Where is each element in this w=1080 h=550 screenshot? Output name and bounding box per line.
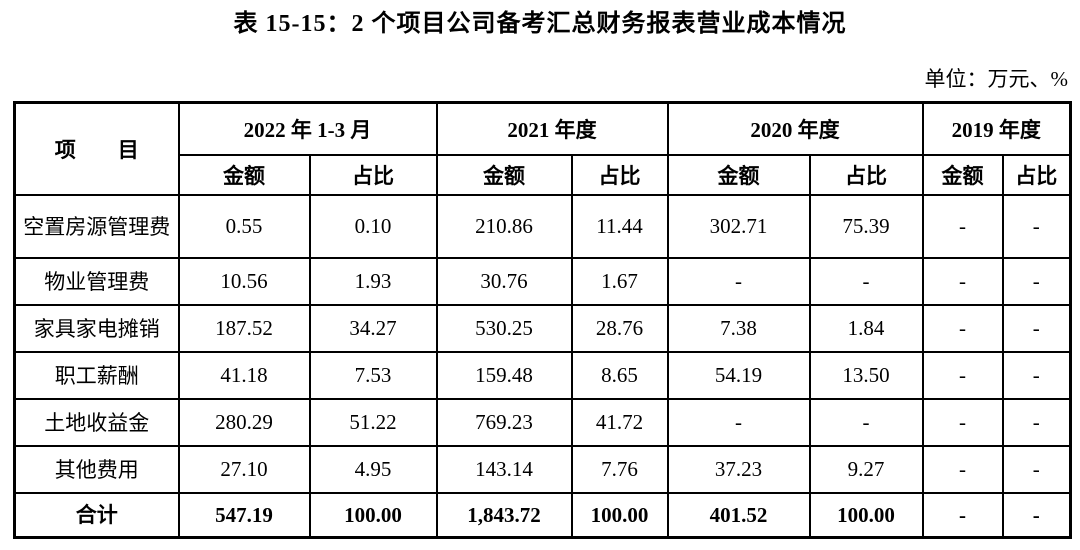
total-value-cell: 1,843.72 xyxy=(435,492,573,539)
value-cell: 30.76 xyxy=(435,257,573,307)
table-row: 职工薪酬 41.18 7.53 159.48 8.65 54.19 13.50 … xyxy=(13,351,1072,401)
value-cell: 280.29 xyxy=(177,398,311,448)
item-cell: 职工薪酬 xyxy=(13,351,180,401)
value-cell: 302.71 xyxy=(666,194,811,260)
table-total-row: 合计 547.19 100.00 1,843.72 100.00 401.52 … xyxy=(13,492,1072,539)
value-cell: - xyxy=(1001,194,1072,260)
value-cell: - xyxy=(1001,445,1072,495)
value-cell: - xyxy=(1001,351,1072,401)
value-cell: - xyxy=(921,445,1004,495)
total-item-cell: 合计 xyxy=(13,492,180,539)
table-row: 家具家电摊销 187.52 34.27 530.25 28.76 7.38 1.… xyxy=(13,304,1072,354)
value-cell: - xyxy=(921,194,1004,260)
total-value-cell: 100.00 xyxy=(308,492,438,539)
item-cell: 空置房源管理费 xyxy=(13,194,180,260)
total-value-cell: 547.19 xyxy=(177,492,311,539)
total-value-cell: - xyxy=(921,492,1004,539)
value-cell: 51.22 xyxy=(308,398,438,448)
value-cell: - xyxy=(808,257,924,307)
value-cell: - xyxy=(921,257,1004,307)
value-cell: - xyxy=(921,398,1004,448)
value-cell: 7.76 xyxy=(570,445,669,495)
value-cell: - xyxy=(666,257,811,307)
column-header-2022: 2022 年 1-3 月 xyxy=(177,101,438,157)
column-header-2020: 2020 年度 xyxy=(666,101,924,157)
total-value-cell: - xyxy=(1001,492,1072,539)
table-row: 物业管理费 10.56 1.93 30.76 1.67 - - - - xyxy=(13,257,1072,307)
operating-cost-table: 项 目 2022 年 1-3 月 2021 年度 2020 年度 2019 年度… xyxy=(13,100,1072,539)
value-cell: 1.67 xyxy=(570,257,669,307)
value-cell: 0.10 xyxy=(308,194,438,260)
value-cell: - xyxy=(1001,257,1072,307)
header-row-subcolumns: 金额 占比 金额 占比 金额 占比 金额 占比 xyxy=(15,154,1072,197)
total-value-cell: 100.00 xyxy=(570,492,669,539)
value-cell: - xyxy=(921,351,1004,401)
value-cell: 34.27 xyxy=(308,304,438,354)
value-cell: - xyxy=(1001,398,1072,448)
value-cell: 530.25 xyxy=(435,304,573,354)
subheader-amount-2021: 金额 xyxy=(435,154,573,197)
value-cell: 0.55 xyxy=(177,194,311,260)
value-cell: 8.65 xyxy=(570,351,669,401)
value-cell: 27.10 xyxy=(177,445,311,495)
value-cell: 143.14 xyxy=(435,445,573,495)
value-cell: 28.76 xyxy=(570,304,669,354)
header-row-periods: 项 目 2022 年 1-3 月 2021 年度 2020 年度 2019 年度 xyxy=(13,101,1072,197)
value-cell: 54.19 xyxy=(666,351,811,401)
value-cell: 4.95 xyxy=(308,445,438,495)
value-cell: 9.27 xyxy=(808,445,924,495)
subheader-amount-2020: 金额 xyxy=(666,154,811,197)
value-cell: 210.86 xyxy=(435,194,573,260)
value-cell: 75.39 xyxy=(808,194,924,260)
value-cell: - xyxy=(921,304,1004,354)
item-cell: 土地收益金 xyxy=(13,398,180,448)
total-value-cell: 100.00 xyxy=(808,492,924,539)
value-cell: 1.93 xyxy=(308,257,438,307)
value-cell: 187.52 xyxy=(177,304,311,354)
unit-note: 单位：万元、% xyxy=(924,66,1069,91)
value-cell: 1.84 xyxy=(808,304,924,354)
table-row: 空置房源管理费 0.55 0.10 210.86 11.44 302.71 75… xyxy=(13,194,1072,260)
subheader-amount-2022: 金额 xyxy=(177,154,311,197)
subheader-ratio-2022: 占比 xyxy=(308,154,438,197)
value-cell: 769.23 xyxy=(435,398,573,448)
value-cell: 37.23 xyxy=(666,445,811,495)
table-row: 其他费用 27.10 4.95 143.14 7.76 37.23 9.27 -… xyxy=(13,445,1072,495)
item-cell: 家具家电摊销 xyxy=(13,304,180,354)
value-cell: 10.56 xyxy=(177,257,311,307)
value-cell: 7.53 xyxy=(308,351,438,401)
value-cell: 7.38 xyxy=(666,304,811,354)
column-header-2021: 2021 年度 xyxy=(435,101,669,157)
value-cell: 41.18 xyxy=(177,351,311,401)
table-row: 土地收益金 280.29 51.22 769.23 41.72 - - - - xyxy=(13,398,1072,448)
subheader-ratio-2020: 占比 xyxy=(808,154,924,197)
item-cell: 其他费用 xyxy=(13,445,180,495)
value-cell: 13.50 xyxy=(808,351,924,401)
value-cell: 11.44 xyxy=(570,194,669,260)
column-header-2019: 2019 年度 xyxy=(921,101,1072,157)
item-cell: 物业管理费 xyxy=(13,257,180,307)
subheader-ratio-2019: 占比 xyxy=(1001,154,1072,197)
value-cell: - xyxy=(1001,304,1072,354)
value-cell: 41.72 xyxy=(570,398,669,448)
table-title: 表 15-15：2 个项目公司备考汇总财务报表营业成本情况 xyxy=(233,11,847,37)
subheader-ratio-2021: 占比 xyxy=(570,154,669,197)
value-cell: - xyxy=(808,398,924,448)
total-value-cell: 401.52 xyxy=(666,492,811,539)
value-cell: - xyxy=(666,398,811,448)
column-header-item: 项 目 xyxy=(13,101,180,197)
subheader-amount-2019: 金额 xyxy=(921,154,1004,197)
value-cell: 159.48 xyxy=(435,351,573,401)
